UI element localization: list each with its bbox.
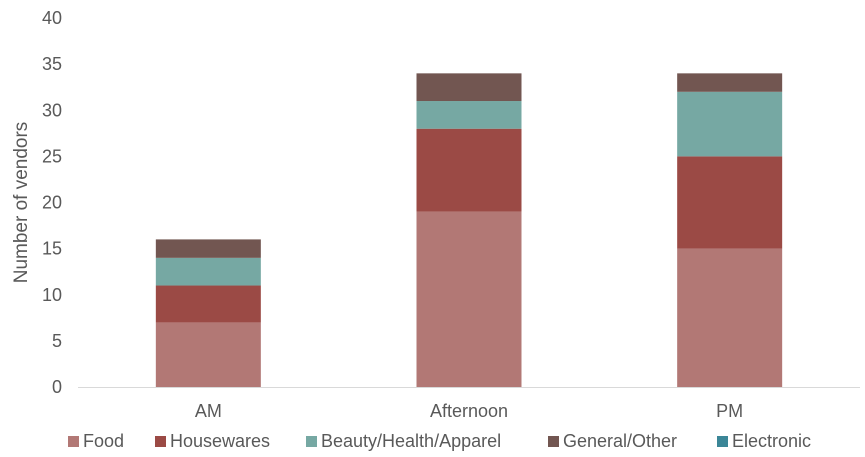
x-tick-label-afternoon: Afternoon (430, 401, 508, 421)
y-tick-label: 30 (42, 100, 62, 120)
legend-label-beauty-health-apparel: Beauty/Health/Apparel (321, 431, 501, 451)
y-tick-label: 15 (42, 239, 62, 259)
legend-label-housewares: Housewares (170, 431, 270, 451)
y-axis: 0 5 10 15 20 25 30 35 40 (42, 8, 62, 397)
x-axis: AM Afternoon PM (195, 401, 743, 421)
y-tick-label: 25 (42, 146, 62, 166)
bar-food-pm (677, 248, 783, 387)
bar-general-other-afternoon (416, 73, 522, 102)
legend-swatch-electronic (717, 436, 728, 447)
bar-beauty-health-apparel-pm (677, 91, 783, 157)
bars-group (155, 73, 783, 387)
x-tick-label-am: AM (195, 401, 222, 421)
bar-beauty-health-apparel-afternoon (416, 101, 522, 129)
y-tick-label: 20 (42, 193, 62, 213)
bar-general-other-pm (677, 73, 783, 92)
bar-housewares-afternoon (416, 128, 522, 212)
legend-label-food: Food (83, 431, 124, 451)
legend-swatch-beauty-health-apparel (306, 436, 317, 447)
bar-food-afternoon (416, 211, 522, 387)
y-tick-label: 10 (42, 285, 62, 305)
y-axis-title: Number of vendors (11, 122, 32, 284)
bar-housewares-am (155, 285, 261, 323)
legend-swatch-food (68, 436, 79, 447)
y-tick-label: 40 (42, 8, 62, 28)
legend-label-electronic: Electronic (732, 431, 811, 451)
legend-label-general-other: General/Other (563, 431, 677, 451)
legend-swatch-general-other (548, 436, 559, 447)
y-tick-label: 0 (52, 377, 62, 397)
bar-beauty-health-apparel-am (155, 257, 261, 286)
bar-housewares-pm (677, 156, 783, 249)
x-tick-label-pm: PM (716, 401, 743, 421)
legend-swatch-housewares (155, 436, 166, 447)
bar-food-am (155, 322, 261, 387)
y-tick-label: 5 (52, 331, 62, 351)
legend: Food Housewares Beauty/Health/Apparel Gener… (68, 431, 811, 451)
bar-general-other-am (155, 239, 261, 258)
y-tick-label: 35 (42, 54, 62, 74)
